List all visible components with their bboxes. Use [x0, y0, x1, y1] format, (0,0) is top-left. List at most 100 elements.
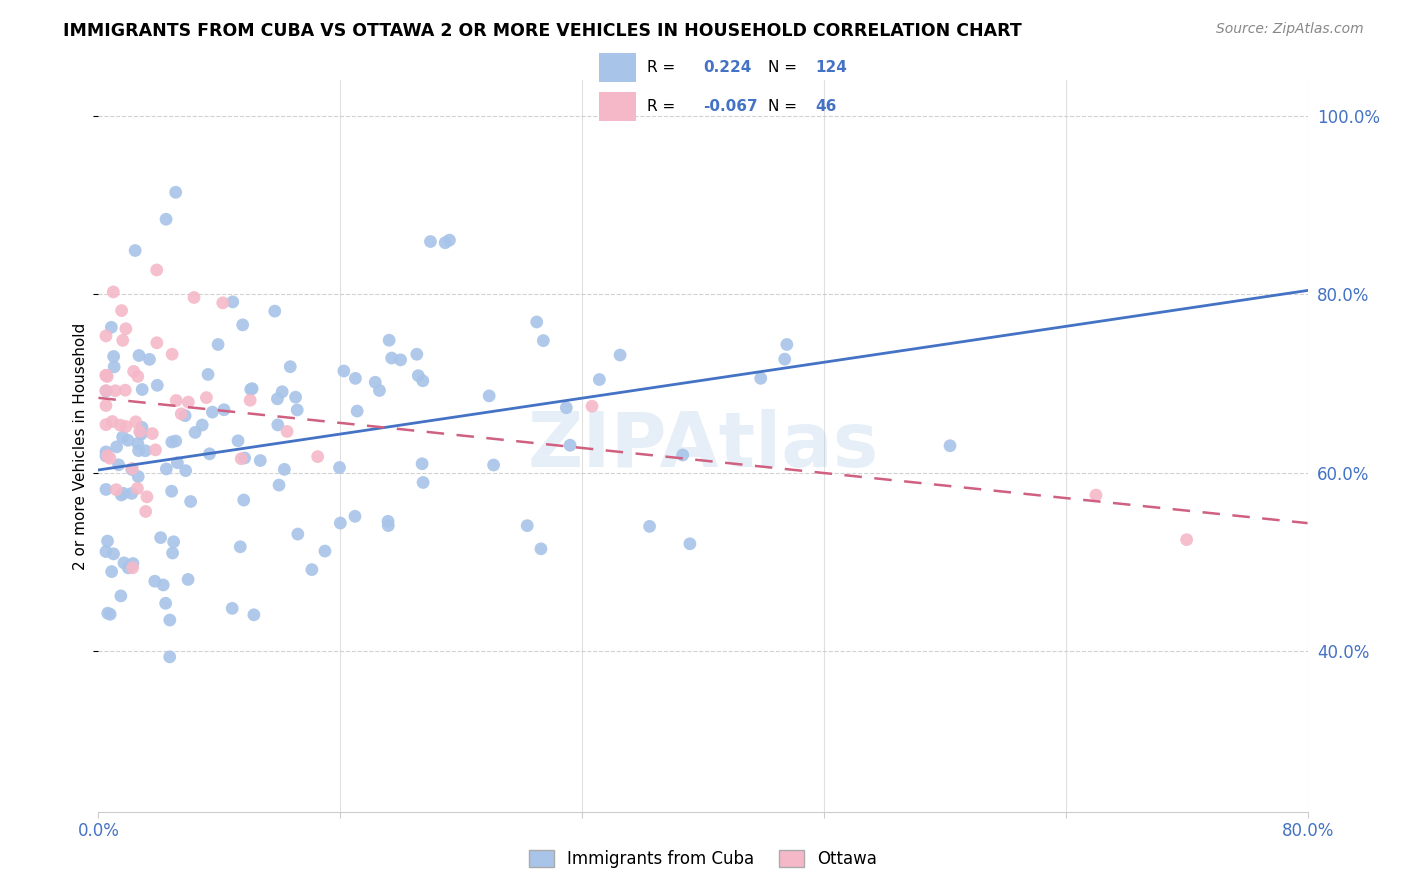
Point	[773, 352, 796, 367]
Point	[96, 369, 118, 384]
Point	[239, 383, 262, 397]
Point	[94, 329, 117, 343]
Point	[276, 425, 298, 439]
Text: R =: R =	[647, 99, 675, 114]
Point	[377, 514, 399, 528]
Point	[434, 235, 457, 250]
Point	[122, 364, 145, 378]
Point	[165, 186, 187, 200]
Point	[232, 318, 254, 332]
Point	[114, 383, 136, 397]
Point	[221, 601, 243, 615]
Point	[749, 371, 772, 385]
Point	[201, 405, 224, 419]
Point	[184, 425, 207, 440]
Point	[405, 347, 427, 361]
Point	[174, 464, 197, 478]
Point	[177, 395, 200, 409]
Point	[271, 384, 294, 399]
Point	[328, 460, 350, 475]
Point	[131, 420, 153, 434]
Point	[273, 462, 295, 476]
Point	[146, 335, 169, 350]
Point	[110, 488, 132, 502]
Point	[145, 442, 167, 457]
Point	[191, 417, 214, 432]
Point	[581, 399, 603, 413]
Point	[482, 458, 505, 472]
Point	[249, 453, 271, 467]
Point	[94, 399, 117, 413]
Point	[141, 426, 163, 441]
Point	[112, 556, 135, 570]
Point	[96, 449, 118, 463]
Text: 0.224: 0.224	[703, 60, 751, 75]
Text: ZIPAtlas: ZIPAtlas	[527, 409, 879, 483]
Point	[115, 322, 138, 336]
Point	[94, 368, 117, 383]
Point	[101, 415, 124, 429]
Point	[128, 349, 150, 363]
Point	[267, 417, 290, 432]
Point	[166, 456, 188, 470]
Point	[103, 359, 125, 374]
Point	[97, 606, 120, 620]
Point	[111, 334, 134, 348]
Point	[124, 244, 146, 258]
Point	[609, 348, 631, 362]
Point	[408, 368, 430, 383]
Point	[134, 443, 156, 458]
Point	[333, 364, 356, 378]
Point	[211, 296, 233, 310]
Point	[135, 504, 157, 518]
Point	[100, 320, 122, 334]
Point	[122, 557, 145, 571]
Point	[284, 390, 307, 404]
Point	[103, 547, 125, 561]
Point	[530, 541, 553, 556]
FancyBboxPatch shape	[599, 54, 636, 82]
Point	[1175, 533, 1198, 547]
Point	[364, 376, 387, 390]
Point	[127, 482, 149, 496]
Point	[266, 392, 288, 406]
Point	[177, 573, 200, 587]
Point	[377, 518, 399, 533]
Point	[135, 490, 157, 504]
Point	[121, 486, 143, 500]
Point	[94, 544, 117, 558]
Point	[121, 560, 143, 574]
Y-axis label: 2 or more Vehicles in Household: 2 or more Vehicles in Household	[73, 322, 87, 570]
Point	[98, 451, 121, 466]
Point	[776, 337, 799, 351]
Point	[155, 596, 177, 610]
Point	[107, 458, 129, 472]
Point	[526, 315, 548, 329]
Point	[127, 436, 149, 450]
Point	[679, 537, 702, 551]
Text: -0.067: -0.067	[703, 99, 758, 114]
Point	[378, 333, 401, 347]
Point	[555, 401, 578, 415]
Point	[152, 578, 174, 592]
Point	[149, 531, 172, 545]
Point	[278, 359, 301, 374]
Point	[128, 443, 150, 458]
Point	[183, 291, 205, 305]
Point	[229, 540, 252, 554]
Point	[389, 352, 412, 367]
Point	[110, 589, 132, 603]
Point	[439, 233, 461, 247]
Point	[146, 378, 169, 392]
Point	[329, 516, 352, 530]
Text: N =: N =	[768, 60, 797, 75]
Point	[145, 263, 167, 277]
Point	[232, 493, 254, 508]
Point	[94, 417, 117, 432]
Point	[491, 29, 513, 44]
Point	[110, 303, 132, 318]
Point	[103, 350, 125, 364]
Point	[180, 494, 202, 508]
Point	[212, 402, 235, 417]
Point	[419, 235, 441, 249]
